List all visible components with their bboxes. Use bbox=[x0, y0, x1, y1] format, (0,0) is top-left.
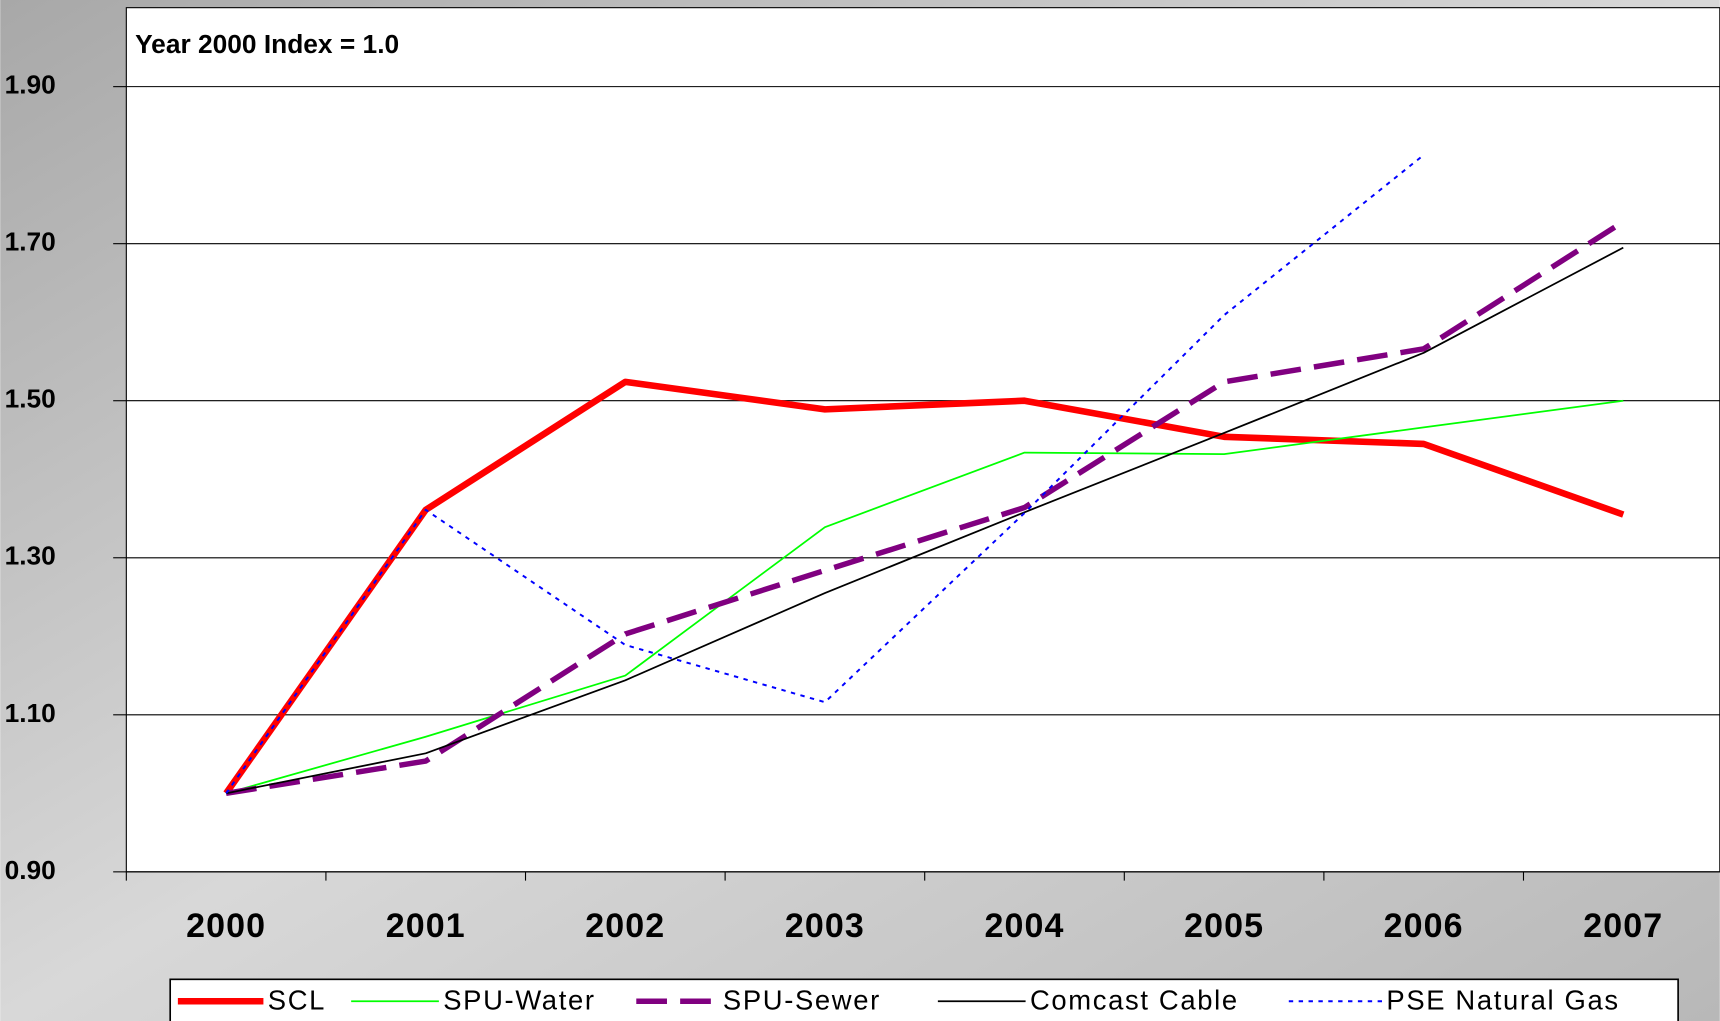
legend bbox=[169, 978, 1679, 1021]
x-tick-label: 2004 bbox=[985, 907, 1065, 945]
x-tick-label: 2001 bbox=[386, 907, 466, 945]
x-tick-label: 2003 bbox=[785, 907, 865, 945]
x-tick-label: 2000 bbox=[186, 907, 266, 945]
series-line bbox=[223, 378, 1625, 796]
chart-title: Year 2000 Index = 1.0 bbox=[135, 29, 399, 59]
legend-label: SPU-Sewer bbox=[723, 985, 881, 1016]
series-line bbox=[225, 154, 1425, 794]
legend-label: PSE Natural Gas bbox=[1386, 985, 1619, 1016]
y-tick-label: 1.50 bbox=[5, 384, 56, 414]
legend-label: Comcast Cable bbox=[1030, 985, 1239, 1016]
legend-label: SCL bbox=[268, 985, 326, 1016]
y-tick-label: 1.30 bbox=[5, 541, 56, 571]
y-tick-label: 1.90 bbox=[5, 70, 56, 100]
y-tick-label: 0.90 bbox=[5, 855, 56, 885]
legend-label: SPU-Water bbox=[443, 985, 595, 1016]
x-tick-label: 2006 bbox=[1384, 907, 1464, 945]
series-line bbox=[225, 399, 1624, 795]
plot-area bbox=[125, 7, 1720, 873]
x-tick-label: 2002 bbox=[585, 907, 665, 945]
y-tick-label: 1.10 bbox=[5, 698, 56, 728]
y-tick-label: 1.70 bbox=[5, 227, 56, 257]
x-tick-label: 2005 bbox=[1184, 907, 1264, 945]
series-line bbox=[225, 246, 1624, 795]
x-tick-label: 2007 bbox=[1583, 907, 1663, 945]
series-line bbox=[225, 219, 1625, 797]
